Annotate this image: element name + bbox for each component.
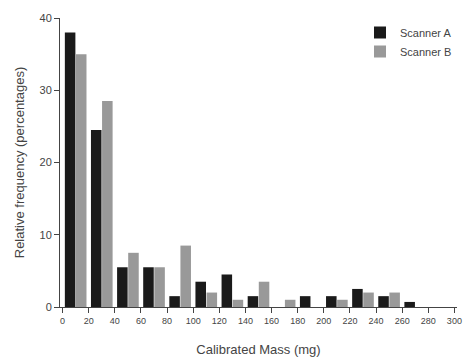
svg-text:Scanner A: Scanner A — [400, 27, 451, 39]
svg-text:120: 120 — [212, 316, 227, 326]
svg-text:20: 20 — [40, 156, 52, 168]
svg-text:200: 200 — [316, 316, 331, 326]
svg-text:40: 40 — [40, 12, 52, 24]
svg-text:260: 260 — [395, 316, 410, 326]
svg-text:20: 20 — [84, 316, 94, 326]
svg-text:0: 0 — [60, 316, 65, 326]
svg-text:10: 10 — [40, 229, 52, 241]
svg-text:160: 160 — [264, 316, 279, 326]
svg-text:100: 100 — [186, 316, 201, 326]
svg-text:Scanner B: Scanner B — [400, 46, 451, 58]
svg-text:80: 80 — [162, 316, 172, 326]
svg-text:60: 60 — [136, 316, 146, 326]
svg-text:300: 300 — [447, 316, 462, 326]
svg-text:280: 280 — [421, 316, 436, 326]
svg-text:180: 180 — [290, 316, 305, 326]
svg-text:140: 140 — [238, 316, 253, 326]
svg-text:30: 30 — [40, 84, 52, 96]
svg-text:240: 240 — [369, 316, 384, 326]
svg-text:220: 220 — [342, 316, 357, 326]
svg-text:Relative frequency (percentage: Relative frequency (percentages) — [12, 67, 27, 259]
svg-text:0: 0 — [46, 301, 52, 313]
svg-text:40: 40 — [110, 316, 120, 326]
svg-text:Calibrated Mass (mg): Calibrated Mass (mg) — [196, 342, 320, 357]
